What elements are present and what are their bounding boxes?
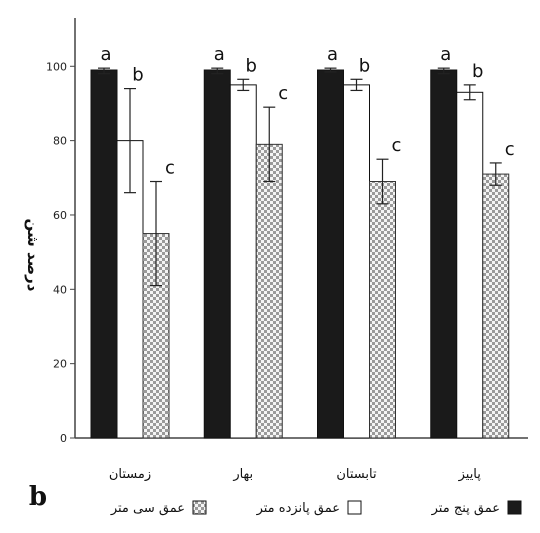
y-tick-label: 60: [53, 209, 67, 222]
significance-letter: c: [278, 83, 288, 104]
bar: [456, 91, 484, 439]
significance-letter: b: [132, 65, 143, 86]
legend-swatch: [347, 500, 362, 515]
plot-area: 020406080100abcزمستانabcبهارabcتابستانab…: [46, 18, 528, 482]
category-label: بهار: [232, 467, 253, 482]
significance-letter: b: [472, 61, 483, 82]
bar: [430, 69, 458, 439]
category-label: پاییز: [458, 467, 482, 482]
y-tick-label: 40: [53, 283, 67, 296]
legend-label: عمق سی متر: [110, 501, 185, 516]
y-tick-label: 20: [53, 358, 67, 371]
legend-label: عمق پانزده متر: [256, 501, 340, 516]
category-label: تابستان: [336, 467, 377, 482]
significance-letter: b: [359, 55, 370, 76]
bar: [369, 181, 396, 439]
bar: [229, 84, 257, 439]
legend-label: عمق پنج متر: [431, 501, 500, 516]
legend-swatch: [507, 500, 522, 515]
y-tick-label: 0: [60, 432, 67, 445]
significance-letter: a: [214, 44, 225, 65]
significance-letter: c: [392, 135, 402, 156]
y-axis-label: درصد شن: [24, 219, 42, 292]
y-tick-label: 100: [46, 60, 67, 73]
significance-letter: a: [440, 44, 451, 65]
bar: [203, 69, 231, 439]
significance-letter: a: [100, 44, 111, 65]
panel-letter: b: [29, 482, 47, 512]
bar: [255, 143, 283, 439]
significance-letter: c: [505, 139, 515, 160]
category-label: زمستان: [109, 467, 151, 482]
y-tick-label: 80: [53, 135, 67, 148]
bar: [90, 69, 118, 439]
legend: عمق پنج متر عمق پانزده متر عمق سی متر: [110, 500, 522, 516]
significance-letter: c: [165, 158, 175, 179]
significance-letter: b: [246, 55, 257, 76]
significance-letter: a: [327, 44, 338, 65]
legend-swatch: [192, 500, 207, 515]
bar: [317, 69, 344, 439]
bar: [343, 84, 370, 439]
bar: [482, 173, 510, 439]
